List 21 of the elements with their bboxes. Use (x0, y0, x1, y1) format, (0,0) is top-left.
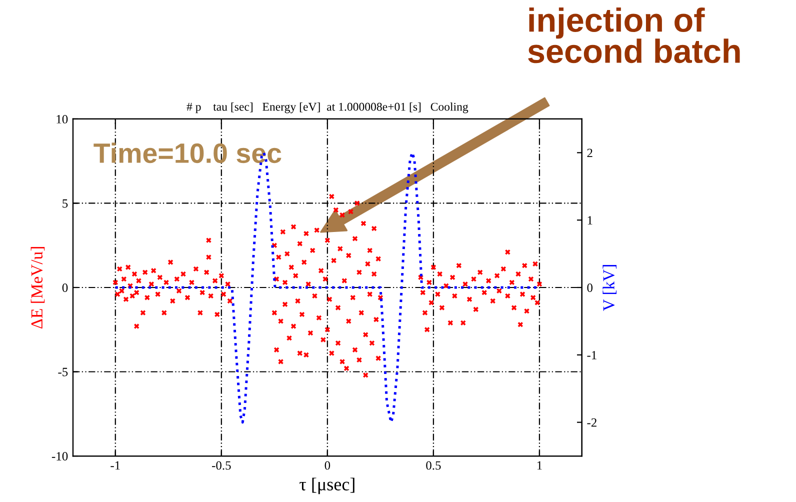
x-tick-label: -0.5 (212, 461, 231, 470)
y-tick-label: -5 (58, 368, 68, 376)
x-tick-label: -1 (110, 461, 120, 470)
y-tick-label: -10 (52, 452, 68, 460)
chart-title: # p tau [sec] Energy [eV] at 1.000008e+01 [s] Cooling (186, 102, 468, 114)
y2-tick-label: 1 (588, 216, 592, 224)
x-tick-label: 0 (324, 461, 330, 470)
y-tick-label: 10 (56, 115, 68, 124)
text: injection of second batch (528, 8, 740, 64)
y2-axis-title: V [kV] (602, 265, 616, 311)
annotation: Time=10.0 sec (94, 142, 282, 164)
y2-tick-label: -1 (587, 350, 596, 360)
y2-tick-label: -2 (587, 418, 596, 427)
x-tick-label: 0.5 (426, 461, 441, 470)
x-axis-title: τ [μsec] (300, 478, 354, 494)
y-tick-label: 0 (62, 284, 68, 292)
y-tick-label: 5 (62, 199, 68, 208)
y2-tick-label: 0 (587, 284, 593, 292)
x-tick-label: 1 (537, 461, 542, 470)
y2-tick-label: 2 (587, 148, 592, 158)
y-axis-title: ΔE [MeV/u] (30, 247, 45, 329)
